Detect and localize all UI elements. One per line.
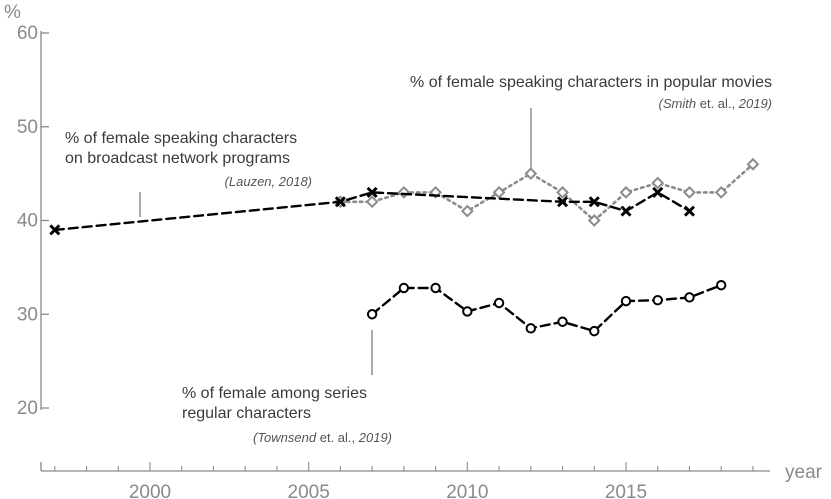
data-point-cross: [49, 224, 61, 236]
series-line-0: [53, 191, 691, 232]
y-tick-label: 20: [17, 398, 38, 419]
series-regular-citation: (Townsend et. al., 2019): [253, 430, 392, 445]
series-regular-label-line-2: regular characters: [182, 405, 311, 422]
movies-citation-year: 2019): [738, 96, 772, 111]
x-tick-label: 2005: [288, 482, 330, 499]
data-point-circle: [716, 279, 727, 291]
broadcast-label-line-1: % of female speaking characters: [65, 130, 297, 147]
data-point-cross: [683, 205, 696, 217]
data-point-diamond: [587, 214, 601, 227]
data-point-cross: [334, 196, 346, 208]
broadcast-citation: (Lauzen, 2018): [225, 174, 312, 189]
movies-citation-etal: et. al.,: [696, 96, 739, 111]
series-regular-citation-etal: et. al.,: [316, 430, 359, 445]
y-tick-label: 50: [17, 117, 38, 138]
y-tick-label: 30: [17, 304, 38, 325]
data-point-diamond: [460, 204, 474, 218]
series-regular-citation-year: 2019): [358, 430, 392, 445]
cross-stroke: [652, 186, 664, 198]
cross-stroke: [49, 224, 61, 236]
data-point-diamond: [492, 185, 506, 199]
x-axis-ticks: 2000 2005 2010 2015: [54, 462, 754, 499]
data-point-cross: [366, 186, 378, 198]
data-point-circle: [684, 292, 695, 303]
series-layer: [49, 157, 760, 337]
series-regular-label-line-1: % of female among series: [182, 385, 367, 402]
x-tick-label: 2000: [129, 482, 171, 499]
x-tick-label: 2010: [446, 482, 488, 499]
data-point-diamond: [365, 195, 379, 209]
data-point-circle: [462, 306, 473, 317]
data-point-cross: [652, 186, 664, 198]
data-point-diamond: [651, 176, 665, 190]
data-point-diamond: [746, 157, 760, 171]
series-line-2: [370, 284, 723, 333]
x-axis-title: year: [785, 462, 823, 483]
cross-stroke: [334, 196, 346, 208]
series-line-1: [339, 163, 755, 223]
cross-stroke: [556, 196, 569, 208]
data-point-circle: [493, 297, 505, 309]
x-tick-label: 2015: [605, 482, 647, 499]
data-point-circle: [652, 294, 663, 306]
data-point-diamond: [683, 185, 696, 199]
movies-citation-author: (Smith: [659, 96, 697, 111]
data-point-circle: [525, 323, 536, 334]
broadcast-label-line-2: on broadcast network programs: [65, 150, 290, 167]
data-point-circle: [430, 282, 441, 294]
data-point-circle: [589, 325, 600, 337]
data-point-diamond: [524, 167, 538, 181]
data-point-diamond: [714, 185, 728, 199]
data-point-circle: [398, 282, 410, 294]
data-point-circle: [557, 316, 568, 327]
series-regular-citation-author: (Townsend: [253, 430, 317, 445]
cross-stroke: [366, 186, 378, 198]
data-point-circle: [620, 295, 632, 307]
y-tick-label: 40: [17, 211, 38, 232]
data-point-cross: [588, 196, 600, 208]
movies-citation: (Smith et. al., 2019): [659, 96, 772, 111]
cross-stroke: [620, 205, 632, 217]
data-point-cross: [556, 196, 569, 208]
data-point-diamond: [619, 185, 633, 199]
cross-stroke: [588, 196, 600, 208]
y-axis-title: %: [4, 2, 21, 23]
data-point-circle: [366, 309, 378, 320]
data-point-diamond: [397, 185, 411, 199]
y-tick-label: 60: [17, 23, 38, 44]
cross-stroke: [683, 205, 696, 217]
y-axis-ticks: 20 30 40 50 60: [17, 23, 49, 419]
data-point-cross: [620, 205, 632, 217]
movies-label: % of female speaking characters in popul…: [410, 74, 772, 91]
data-point-diamond: [556, 185, 569, 199]
